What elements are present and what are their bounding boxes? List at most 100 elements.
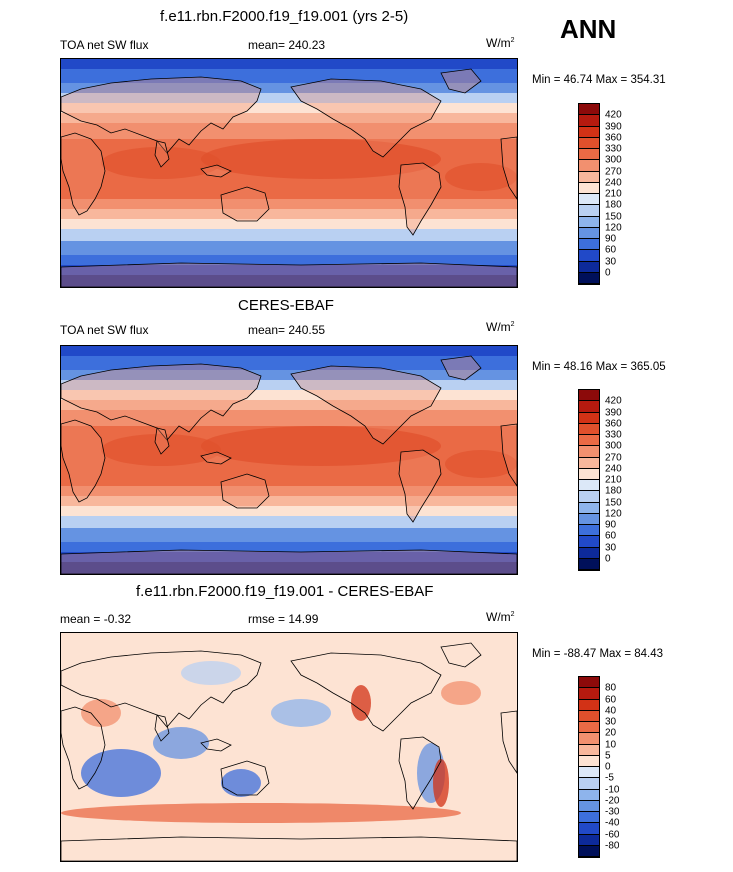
- colorbar-swatch: [579, 412, 599, 424]
- colorbar-tick-label: -60: [605, 829, 620, 840]
- colorbar-swatch: [579, 525, 599, 537]
- colorbar-tick-label: 30: [605, 542, 617, 553]
- colorbar-tick-label: -20: [605, 795, 620, 807]
- colorbar-swatch: [579, 800, 599, 812]
- colorbar-swatch: [579, 744, 599, 756]
- panel-diff-units: W/m2: [486, 610, 515, 624]
- colorbar-swatch: [579, 558, 599, 570]
- colorbar-tick-label: 330: [605, 143, 622, 155]
- colorbar-swatch: [579, 789, 599, 801]
- colorbar-tick-label: 60: [605, 530, 617, 542]
- colorbar-tick-label: 30: [605, 716, 617, 728]
- colorbar-swatch: [579, 468, 599, 480]
- colorbar-swatch: [579, 699, 599, 711]
- colorbar-swatch: [579, 126, 599, 138]
- colorbar-swatch: [579, 491, 599, 503]
- colorbar-tick-label: 210: [605, 474, 622, 486]
- colorbar-tick-label: 60: [605, 694, 617, 705]
- panel-model-map: [60, 58, 518, 288]
- colorbar-swatch: [579, 502, 599, 514]
- panel-diff-map: [60, 632, 518, 862]
- colorbar-tick-label: -40: [605, 817, 620, 829]
- colorbar-tick-label: 0: [605, 761, 611, 773]
- colorbar-tick-label: 90: [605, 519, 617, 531]
- panel-diff-mean: mean = -0.32: [60, 612, 132, 626]
- colorbar-tick-label: 20: [605, 727, 617, 739]
- colorbar-swatch: [579, 104, 599, 116]
- colorbar-tick-label: 300: [605, 154, 622, 166]
- panel-obs-units: W/m2: [486, 320, 515, 334]
- colorbar-swatch: [579, 171, 599, 183]
- colorbar-swatch: [579, 845, 599, 857]
- colorbar-tick-label: 390: [605, 407, 622, 418]
- colorbar-swatch: [579, 423, 599, 435]
- panel-obs-minmax: Min = 48.16 Max = 365.05: [532, 361, 666, 373]
- panel-obs-map: [60, 345, 518, 575]
- colorbar-swatch: [579, 755, 599, 767]
- colorbar-swatch: [579, 149, 599, 161]
- colorbar-tick-label: 120: [605, 508, 622, 520]
- colorbar-tick-label: 360: [605, 418, 622, 430]
- colorbar-tick-label: 240: [605, 463, 622, 475]
- panel-obs-colorbar: 420 390 360 330 300 270 240 210 180 150 120 90 60 30 0: [578, 389, 622, 571]
- colorbar-swatch: [579, 227, 599, 239]
- colorbar-swatch: [579, 812, 599, 824]
- panel-model-title: f.e11.rbn.F2000.f19_f19.001 (yrs 2-5): [160, 8, 409, 25]
- season-label: ANN: [560, 14, 617, 44]
- panel-model-mean: mean= 240.23: [248, 38, 326, 52]
- colorbar-swatch: [579, 272, 599, 284]
- colorbar-tick-label: 300: [605, 440, 622, 452]
- colorbar-tick-label: 90: [605, 233, 617, 245]
- colorbar-tick-label: -30: [605, 806, 620, 818]
- colorbar-tick-label: 80: [605, 682, 617, 694]
- colorbar-tick-label: 330: [605, 429, 622, 441]
- colorbar-tick-label: 180: [605, 485, 622, 497]
- panel-diff-minmax: Min = -88.47 Max = 84.43: [532, 648, 664, 660]
- panel-model-units: W/m2: [486, 36, 515, 50]
- colorbar-tick-label: 150: [605, 211, 622, 222]
- colorbar-swatch: [579, 834, 599, 846]
- colorbar-swatch: [579, 160, 599, 172]
- colorbar-tick-label: 360: [605, 132, 622, 144]
- colorbar-swatch: [579, 182, 599, 194]
- colorbar-swatch: [579, 205, 599, 217]
- panel-model-colorbar: 420 390 360 330 300 270 240 210 180 150 120 90 60 30 0: [578, 103, 622, 285]
- colorbar-swatch: [579, 733, 599, 745]
- colorbar-tick-label: 0: [605, 267, 611, 279]
- colorbar-tick-label: 5: [605, 750, 611, 762]
- colorbar-swatch: [579, 767, 599, 779]
- colorbar-swatch: [579, 390, 599, 402]
- colorbar-swatch: [579, 513, 599, 525]
- colorbar-tick-label: 40: [605, 705, 617, 717]
- colorbar-swatch: [579, 688, 599, 700]
- colorbar-tick-label: -5: [605, 772, 614, 784]
- colorbar-swatch: [579, 435, 599, 447]
- colorbar-tick-label: -10: [605, 784, 620, 795]
- colorbar-tick-label: 210: [605, 188, 622, 200]
- panel-diff-title: f.e11.rbn.F2000.f19_f19.001 - CERES-EBAF: [136, 583, 434, 600]
- panel-diff-colorbar: 80 60 40 30 20 10 5 0 -5 -10 -20 -30 -40 -60 -80: [578, 676, 619, 858]
- colorbar-swatch: [579, 137, 599, 149]
- colorbar-swatch: [579, 401, 599, 413]
- colorbar-swatch: [579, 722, 599, 734]
- panel-obs-mean: mean= 240.55: [248, 323, 326, 337]
- panel-obs-title: CERES-EBAF: [238, 297, 334, 314]
- colorbar-swatch: [579, 710, 599, 722]
- colorbar-swatch: [579, 778, 599, 790]
- colorbar-tick-label: 0: [605, 553, 611, 565]
- colorbar-tick-label: 270: [605, 166, 622, 177]
- panel-model-minmax: Min = 46.74 Max = 354.31: [532, 74, 666, 86]
- colorbar-tick-label: 180: [605, 199, 622, 211]
- colorbar-tick-label: 30: [605, 256, 617, 267]
- colorbar-swatch: [579, 536, 599, 548]
- colorbar-tick-label: 150: [605, 497, 622, 508]
- colorbar-tick-label: 390: [605, 121, 622, 132]
- colorbar-swatch: [579, 261, 599, 273]
- panel-diff-rmse: rmse = 14.99: [248, 612, 319, 626]
- colorbar-tick-label: 420: [605, 395, 622, 407]
- colorbar-tick-label: 420: [605, 109, 622, 121]
- colorbar-tick-label: 10: [605, 739, 617, 750]
- colorbar-tick-label: 240: [605, 177, 622, 189]
- colorbar-swatch: [579, 457, 599, 469]
- colorbar-swatch: [579, 547, 599, 559]
